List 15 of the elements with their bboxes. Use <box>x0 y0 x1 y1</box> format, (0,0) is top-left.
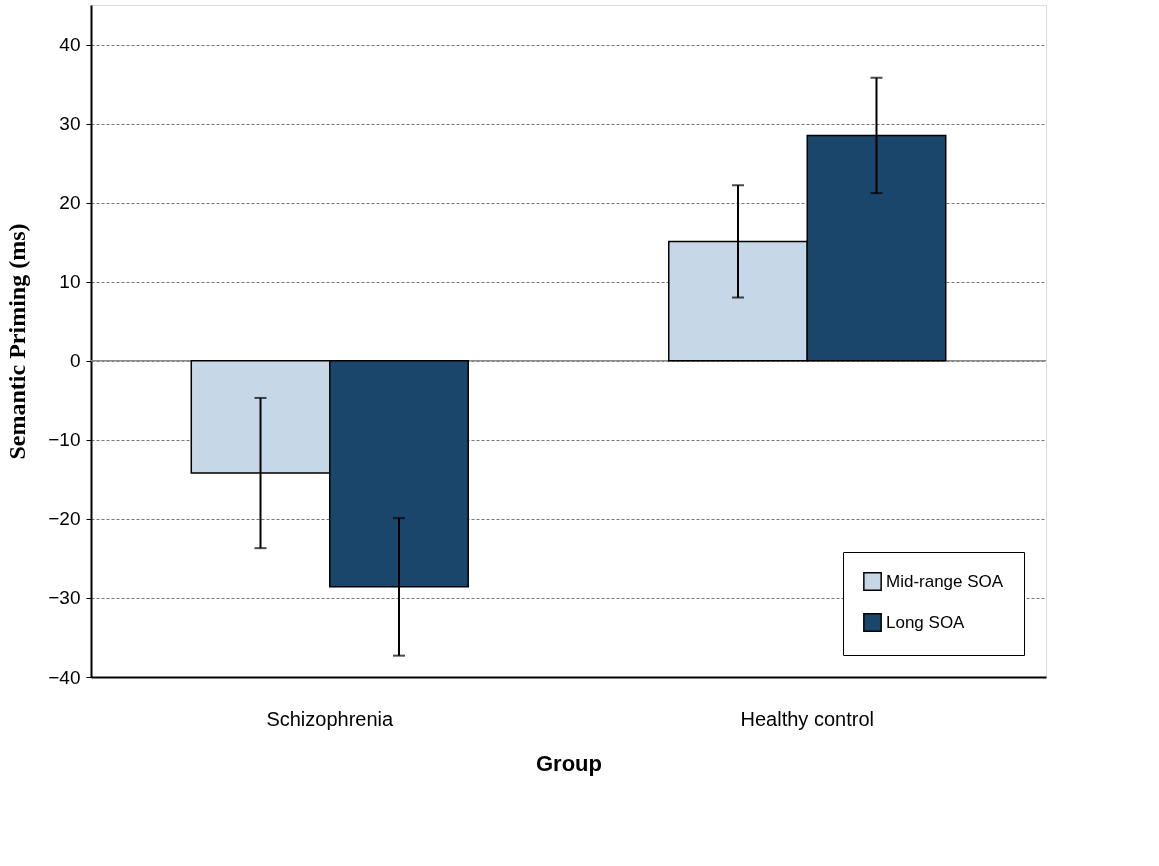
x-axis-title: Group <box>536 750 602 776</box>
y-axis-title: Semantic Priming (ms) <box>4 223 31 460</box>
y-tick-label: 0 <box>69 350 81 372</box>
y-tick-label: −10 <box>48 429 81 451</box>
legend-label: Long SOA <box>886 612 966 632</box>
y-tick-label: 30 <box>59 113 81 135</box>
y-tick-label: −40 <box>48 666 81 688</box>
x-tick-label: Healthy control <box>740 707 874 730</box>
x-tick-label: Schizophrenia <box>266 707 394 730</box>
y-tick-label: 10 <box>59 271 81 293</box>
y-tick-label: 40 <box>59 34 81 56</box>
legend-label: Mid-range SOA <box>886 571 1004 591</box>
y-tick-label: 20 <box>59 192 81 214</box>
y-tick-label: −20 <box>48 508 81 530</box>
y-tick-label: −30 <box>48 587 81 609</box>
